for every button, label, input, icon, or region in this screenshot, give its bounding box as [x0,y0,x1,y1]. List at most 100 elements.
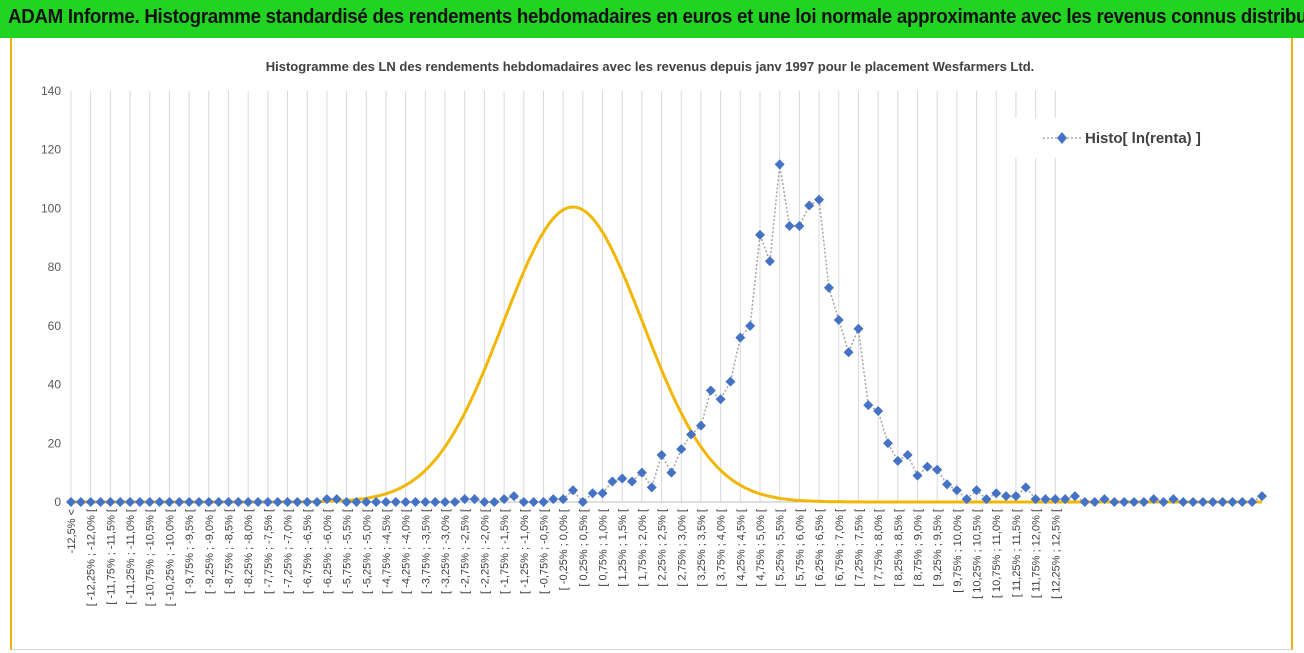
data-point [558,494,569,505]
data-point [1138,497,1149,507]
data-point [971,485,982,496]
data-point [686,429,697,440]
data-point [1089,497,1100,507]
data-point [125,497,136,507]
data-point [499,494,510,505]
y-tick-label: 100 [41,201,61,215]
data-point [1148,494,1159,505]
x-tick-label: [ 10,25% ; 10,5% [ [972,509,984,599]
x-tick-label: [ -11,25% ; -11,0% [ [125,509,137,605]
data-point [1168,494,1179,505]
x-tick-label: [ -9,25% ; -9,0% [ [204,509,216,594]
data-point [1129,497,1140,507]
data-point [489,497,500,507]
data-point [262,497,273,507]
data-point [1109,497,1120,507]
data-point [991,488,1002,499]
data-point [508,491,519,502]
x-tick-label: [ -2,25% ; -2,0% [ [479,509,491,594]
data-point [292,497,303,507]
report-header-banner: ADAM Informe. Histogramme standardisé de… [0,0,1304,38]
data-point [184,497,195,507]
data-point [863,400,874,411]
x-tick-label: [ -1,25% ; -1,0% [ [519,509,531,594]
legend-entry-histo: Histo[ ln(renta) ] [1085,130,1201,147]
data-point [961,494,972,505]
data-point [1188,497,1199,507]
data-point [548,494,559,505]
x-tick-label: [ -7,75% ; -7,5% [ [263,509,275,594]
data-point [597,488,608,499]
data-point [853,323,864,334]
data-point [321,494,332,505]
x-tick-label: [ -2,75% ; -2,5% [ [460,509,472,594]
data-point [66,497,76,507]
data-point [1040,494,1051,505]
data-point [233,497,244,507]
y-tick-label: 40 [48,378,62,392]
data-point [351,497,362,507]
data-point [538,497,549,507]
x-tick-label: [ 5,75% ; 6,0% [ [794,509,806,587]
x-tick-label: -12,5% < [66,509,78,553]
data-point [518,497,529,507]
x-tick-label: [ 9,25% ; 9,5% [ [932,509,944,587]
data-point [745,320,756,331]
x-tick-label: [ -10,75% ; -10,5% [ [145,509,157,606]
data-point [902,450,913,461]
report-title: ADAM Informe. Histogramme standardisé de… [8,6,1304,28]
data-point [134,497,145,507]
x-axis-ticks: -12,5% < [ -12,25% ; -12,0% [[ -11,75% ; … [66,509,1062,606]
data-point [361,497,372,507]
x-tick-label: [ 9,75% ; 10,0% [ [952,509,964,593]
x-tick-label: [ -8,25% ; -8,0% [ [243,509,255,594]
x-tick-label: [ -0,25% ; 0,0% [ [558,509,570,590]
data-point [1050,494,1061,505]
data-point [144,497,155,507]
x-tick-label: [ 12,25% ; 12,5% [ [1050,509,1062,599]
data-point [912,470,923,481]
x-tick-label: [ -11,75% ; -11,5% [ [105,509,117,605]
data-point [1079,497,1090,507]
x-tick-label: [ 1,75% ; 2,0% [ [637,509,649,587]
data-point [764,256,775,267]
x-tick-label: [ 3,25% ; 3,5% [ [696,509,708,587]
x-tick-label: [ 0,75% ; 1,0% [ [598,509,610,587]
x-tick-label: [ 2,25% ; 2,5% [ [657,509,669,587]
data-point [1119,497,1130,507]
data-point [223,497,234,507]
x-tick-label: [ -3,25% ; -3,0% [ [440,509,452,594]
data-point [390,497,401,507]
chart-title: Histogramme des LN des rendements hebdom… [266,59,1035,74]
data-point [302,497,313,507]
data-point [430,497,441,507]
data-point [174,497,185,507]
x-tick-label: [ -4,25% ; -4,0% [ [401,509,413,594]
data-point [794,221,805,232]
data-point [715,394,726,405]
data-point [932,464,943,475]
data-point [636,467,647,478]
x-tick-label: [ 1,25% ; 1,5% [ [617,509,629,587]
x-tick-label: [ 3,75% ; 4,0% [ [716,509,728,587]
x-tick-label: [ -5,25% ; -5,0% [ [361,509,373,594]
x-tick-label: [ 6,75% ; 7,0% [ [834,509,846,587]
data-point [774,159,785,170]
data-point [882,438,893,449]
x-tick-label: [ 7,25% ; 7,5% [ [853,509,865,587]
y-axis-ticks: 0 20 40 60 80 100 120 140 [41,84,61,509]
x-tick-label: [ 6,25% ; 6,5% [ [814,509,826,587]
data-point [823,282,834,293]
x-tick-label: [ -10,25% ; -10,0% [ [164,509,176,606]
legend-background [1000,118,1242,158]
data-point [479,497,490,507]
data-point [1227,497,1238,507]
chart-frame [10,38,1293,650]
x-tick-label: [ -4,75% ; -4,5% [ [381,509,393,594]
data-point [607,476,618,487]
x-tick-label: [ -0,75% ; -0,5% [ [538,509,550,594]
histogram-line [71,164,1263,504]
data-point [695,420,706,431]
x-tick-label: [ 8,25% ; 8,5% [ [893,509,905,587]
